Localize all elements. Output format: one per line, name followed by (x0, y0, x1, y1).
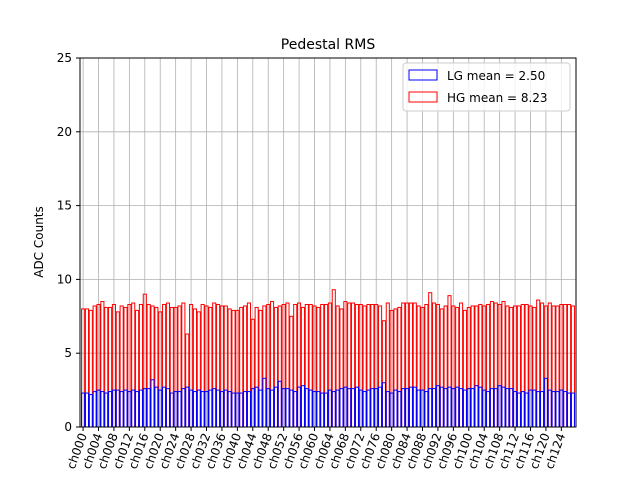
x-axis: ch000ch004ch008ch012ch016ch020ch024ch028… (64, 427, 568, 471)
y-tick-label: 25 (57, 51, 72, 65)
legend-label-lg: LG mean = 2.50 (447, 69, 545, 83)
legend-label-hg: HG mean = 8.23 (447, 91, 548, 105)
y-tick-label: 10 (57, 272, 72, 286)
y-axis-label: ADC Counts (32, 206, 46, 278)
legend: LG mean = 2.50 HG mean = 8.23 (402, 62, 571, 112)
y-tick-label: 5 (64, 346, 72, 360)
plot-frame (79, 57, 577, 428)
y-tick-label: 20 (57, 125, 72, 139)
y-tick-label: 0 (64, 420, 72, 434)
legend-frame (402, 62, 571, 112)
legend-swatch-lg (408, 69, 438, 81)
chart-title: Pedestal RMS (281, 37, 376, 53)
grid-layer (80, 57, 576, 428)
y-axis: 0 5 10 15 20 25 (57, 51, 80, 434)
legend-swatch-hg (408, 91, 438, 103)
y-tick-label: 15 (57, 199, 72, 213)
